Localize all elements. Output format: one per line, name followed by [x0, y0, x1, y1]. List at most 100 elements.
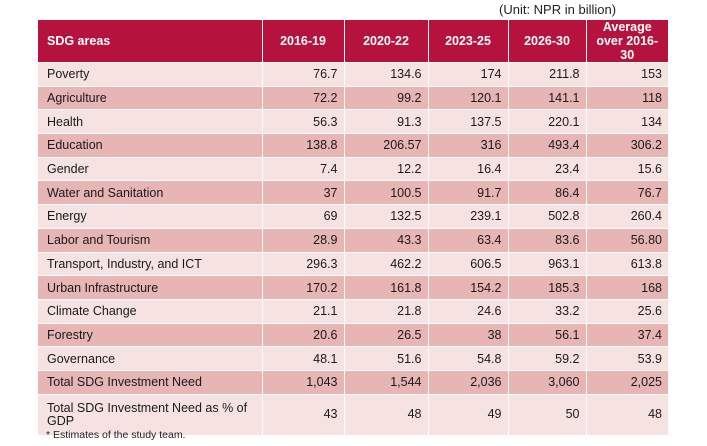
table-cell: 51.6	[343, 346, 428, 371]
table-cell: 185.3	[507, 275, 586, 300]
table-cell: 26.5	[343, 322, 428, 347]
row-label: Poverty	[38, 62, 262, 87]
table-cell: 137.5	[427, 109, 508, 134]
header-2023-25: 2023-25	[427, 20, 508, 63]
header-2026-30: 2026-30	[507, 20, 586, 63]
header-sdg-areas: SDG areas	[38, 20, 262, 63]
table-cell: 20.6	[261, 322, 344, 347]
table-cell: 56.3	[261, 109, 344, 134]
table-cell: 37	[261, 180, 344, 205]
table-cell: 72.2	[261, 85, 344, 110]
row-label: Total SDG Investment Need	[38, 369, 262, 395]
table-cell: 118	[585, 85, 668, 110]
table-cell: 963.1	[507, 251, 586, 276]
table-cell: 493.4	[507, 133, 586, 158]
table-row: Health 56.3 91.3 137.5 220.1 134	[38, 109, 668, 134]
table-cell: 91.7	[427, 180, 508, 205]
unit-note: (Unit: NPR in billion)	[499, 2, 617, 17]
table-cell: 296.3	[261, 251, 344, 276]
table-cell: 161.8	[343, 275, 428, 300]
table-cell: 43	[261, 393, 344, 435]
row-label: Urban Infrastructure	[38, 275, 262, 300]
table-cell: 63.4	[427, 227, 508, 252]
header-average: Average over 2016-30	[585, 20, 668, 63]
table-cell: 28.9	[261, 227, 344, 252]
table-cell: 260.4	[585, 204, 668, 229]
table-cell: 25.6	[585, 298, 668, 324]
table-cell: 239.1	[427, 204, 508, 229]
footnote: * Estimates of the study team.	[46, 429, 186, 441]
table-cell: 174	[427, 62, 508, 87]
header-2020-22: 2020-22	[343, 20, 428, 63]
table-cell: 12.2	[343, 156, 428, 181]
table-row: Urban Infrastructure 170.2 161.8 154.2 185.3…	[38, 275, 668, 300]
table-cell: 21.8	[343, 298, 428, 324]
table-header-row: SDG areas 2016-19 2020-22 2023-25 2026-3…	[38, 20, 668, 63]
table-cell: 15.6	[585, 156, 668, 181]
table-row: Total SDG Investment Need 1,043 1,544 2,036…	[38, 369, 668, 395]
table-row: Transport, Industry, and ICT 296.3 462.2 60…	[38, 251, 668, 276]
table-cell: 153	[585, 62, 668, 87]
table-cell: 100.5	[343, 180, 428, 205]
table-cell: 56.80	[585, 227, 668, 252]
table-row: Poverty 76.7 134.6 174 211.8 153	[38, 62, 668, 87]
header-2016-19: 2016-19	[261, 20, 344, 63]
table-cell: 59.2	[507, 346, 586, 371]
table-row: Climate Change 21.1 21.8 24.6 33.2 25.6	[38, 298, 668, 324]
table-cell: 56.1	[507, 322, 586, 347]
table-body: Poverty 76.7 134.6 174 211.8 153 Agriculture 72…	[38, 62, 668, 435]
table-cell: 168	[585, 275, 668, 300]
table-cell: 132.5	[343, 204, 428, 229]
table-cell: 134	[585, 109, 668, 134]
table-cell: 83.6	[507, 227, 586, 252]
table-cell: 24.6	[427, 298, 508, 324]
row-label: Transport, Industry, and ICT	[38, 251, 262, 276]
table-cell: 33.2	[507, 298, 586, 324]
table-row: Water and Sanitation 37 100.5 91.7 86.4 76.7	[38, 180, 668, 205]
row-label: Climate Change	[38, 298, 262, 324]
table-cell: 220.1	[507, 109, 586, 134]
table-cell: 50	[507, 393, 586, 435]
table-cell: 138.8	[261, 133, 344, 158]
table-cell: 306.2	[585, 133, 668, 158]
table-cell: 606.5	[427, 251, 508, 276]
table-cell: 170.2	[261, 275, 344, 300]
table-cell: 141.1	[507, 85, 586, 110]
table-cell: 23.4	[507, 156, 586, 181]
table-cell: 86.4	[507, 180, 586, 205]
table-cell: 7.4	[261, 156, 344, 181]
table-row: Education 138.8 206.57 316 493.4 306.2	[38, 133, 668, 158]
table-cell: 206.57	[343, 133, 428, 158]
sdg-investment-table: SDG areas 2016-19 2020-22 2023-25 2026-3…	[38, 20, 668, 435]
table-cell: 76.7	[261, 62, 344, 87]
table-cell: 2,025	[585, 369, 668, 395]
table-cell: 16.4	[427, 156, 508, 181]
row-label: Water and Sanitation	[38, 180, 262, 205]
table-cell: 3,060	[507, 369, 586, 395]
row-label: Forestry	[38, 322, 262, 347]
table-cell: 54.8	[427, 346, 508, 371]
table-cell: 134.6	[343, 62, 428, 87]
table-cell: 69	[261, 204, 344, 229]
table-cell: 211.8	[507, 62, 586, 87]
row-label: Total SDG Investment Need as % of GDP	[38, 393, 262, 435]
table-row: Energy 69 132.5 239.1 502.8 260.4	[38, 204, 668, 229]
table-cell: 120.1	[427, 85, 508, 110]
table-cell: 2,036	[427, 369, 508, 395]
table-cell: 48.1	[261, 346, 344, 371]
table-row: Gender 7.4 12.2 16.4 23.4 15.6	[38, 156, 668, 181]
table-cell: 43.3	[343, 227, 428, 252]
table-cell: 613.8	[585, 251, 668, 276]
table-cell: 154.2	[427, 275, 508, 300]
table-cell: 53.9	[585, 346, 668, 371]
row-label: Education	[38, 133, 262, 158]
table-row: Forestry 20.6 26.5 38 56.1 37.4	[38, 322, 668, 347]
table-cell: 99.2	[343, 85, 428, 110]
table-cell: 1,544	[343, 369, 428, 395]
table-cell: 38	[427, 322, 508, 347]
table-row: Agriculture 72.2 99.2 120.1 141.1 118	[38, 85, 668, 110]
table-cell: 1,043	[261, 369, 344, 395]
row-label: Agriculture	[38, 85, 262, 110]
table-cell: 462.2	[343, 251, 428, 276]
table-cell: 502.8	[507, 204, 586, 229]
